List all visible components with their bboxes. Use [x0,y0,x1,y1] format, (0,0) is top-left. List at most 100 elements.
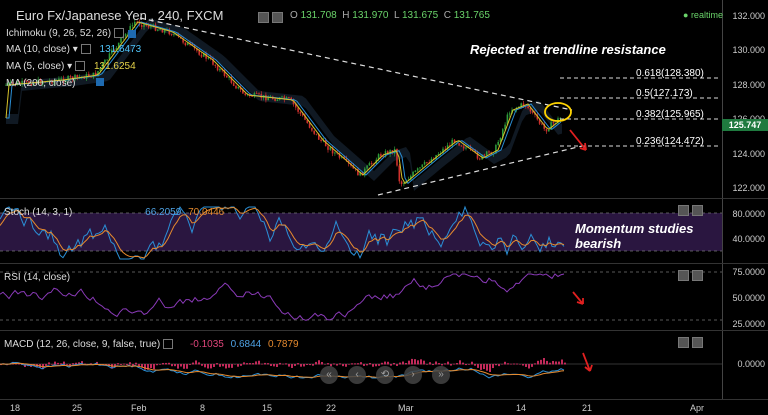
candle [504,124,506,130]
ichimoku-label[interactable]: Ichimoku (9, 26, 52, 26) [6,28,125,39]
macd-histogram-bar [342,364,344,367]
macd-histogram-bar [519,364,521,365]
macd-histogram-bar [423,360,425,365]
rsi-close-button[interactable] [692,270,703,281]
macd-histogram-bar [291,364,293,368]
stoch-label[interactable]: Stoch (14, 3, 1) 66.2059 70.0446 [4,207,225,218]
ichimoku-toggle-icon[interactable] [114,28,125,39]
macd-histogram-bar [141,364,143,368]
macd-histogram-bar [123,363,125,365]
candle [186,42,189,46]
candle [497,141,499,146]
candle [281,96,283,98]
candle [529,108,532,112]
macd-histogram-bar [477,364,479,368]
scroll-back-icon[interactable]: « [320,366,338,384]
ma200-label[interactable]: MA (200, close) [6,78,76,89]
candle [502,129,504,138]
candle [97,70,99,77]
close-series-button[interactable] [272,12,283,23]
macd-histogram-bar [384,361,386,365]
macd-histogram-bar [282,363,284,365]
time-tick: 8 [200,403,206,413]
candle [550,122,552,130]
macd-histogram-bar [444,363,446,365]
macd-histogram-bar [348,364,350,365]
ma5-label[interactable]: MA (5, close) ▾ 131.6254 [6,61,136,72]
candle [115,47,118,52]
stoch-chart [0,205,722,260]
ma5-toggle-icon[interactable] [75,61,86,72]
stoch-tick: 80.0000 [732,209,765,219]
candle [214,64,217,66]
candle [283,96,286,100]
macd-histogram-bar [555,361,557,365]
candle [520,103,522,107]
step-forward-icon[interactable]: › [404,366,422,384]
macd-histogram-bar [480,364,482,370]
step-back-icon[interactable]: ‹ [348,366,366,384]
candle [161,29,164,33]
candle [304,115,306,120]
candle [531,111,534,113]
macd-histogram-bar [321,361,323,365]
candle [285,97,288,100]
candle [345,158,348,161]
rsi-maximize-button[interactable] [678,270,689,281]
macd-histogram-bar [546,360,548,365]
candle [53,80,56,84]
fib-label-618: 0.618(128.380) [636,68,704,79]
time-axis[interactable] [0,400,768,415]
macd-maximize-button[interactable] [678,337,689,348]
candle [508,113,511,115]
price-tick: 132.000 [732,11,765,21]
candle [324,140,327,147]
macd-pane[interactable]: MACD (12, 26, close, 9, false, true) -0.… [0,331,722,399]
scroll-forward-icon[interactable]: » [432,366,450,384]
candle [476,152,479,159]
macd-axis: 0.0000 [722,331,768,399]
candle [398,165,401,182]
settings-button[interactable] [258,12,269,23]
macd-label[interactable]: MACD (12, 26, close, 9, false, true) -0.… [4,339,299,350]
stoch-maximize-button[interactable] [678,205,689,216]
rsi-pane[interactable]: RSI (14, close) [0,264,722,330]
candle [437,154,440,156]
macd-histogram-bar [531,364,533,367]
macd-histogram-bar [162,362,164,365]
candle [338,153,341,158]
macd-histogram-bar [522,364,524,366]
candle [513,109,516,111]
price-pane[interactable]: Euro Fx/Japanese Yen , 240, FXCM O 131.7… [0,0,722,198]
candle [32,82,35,86]
rsi-label[interactable]: RSI (14, close) [4,272,71,283]
macd-histogram-bar [207,364,209,369]
macd-histogram-bar [312,364,314,366]
down-arrow-icon [569,129,587,151]
ma10-toggle-icon[interactable] [80,44,91,55]
macd-chart [0,352,722,379]
ma10-label[interactable]: MA (10, close) ▾ 131.6473 [6,44,142,55]
macd-close-button[interactable] [692,337,703,348]
candle [366,165,368,169]
macd-histogram-bar [183,364,185,369]
candle [94,72,97,77]
candle [400,181,403,185]
candle [472,149,474,150]
macd-histogram-bar [540,359,542,365]
macd-histogram-bar [429,362,431,365]
macd-histogram-bar [456,363,458,365]
candle [301,113,304,116]
candle [117,42,120,48]
ohlc-readout: O 131.708 H 131.970 L 131.675 C 131.765 [290,10,490,21]
stoch-pane[interactable]: Stoch (14, 3, 1) 66.2059 70.0446 Momentu… [0,199,722,263]
stoch-close-button[interactable] [692,205,703,216]
macd-toggle-icon[interactable] [163,339,174,350]
macd-histogram-bar [489,364,491,373]
macd-histogram-bar [516,363,518,365]
price-tick: 128.000 [732,80,765,90]
reset-icon[interactable]: ⟲ [376,366,394,384]
candle [120,38,122,43]
candle [258,93,260,95]
price-axis[interactable]: ● realtime 132.000 130.000 128.000 126.0… [683,0,768,198]
